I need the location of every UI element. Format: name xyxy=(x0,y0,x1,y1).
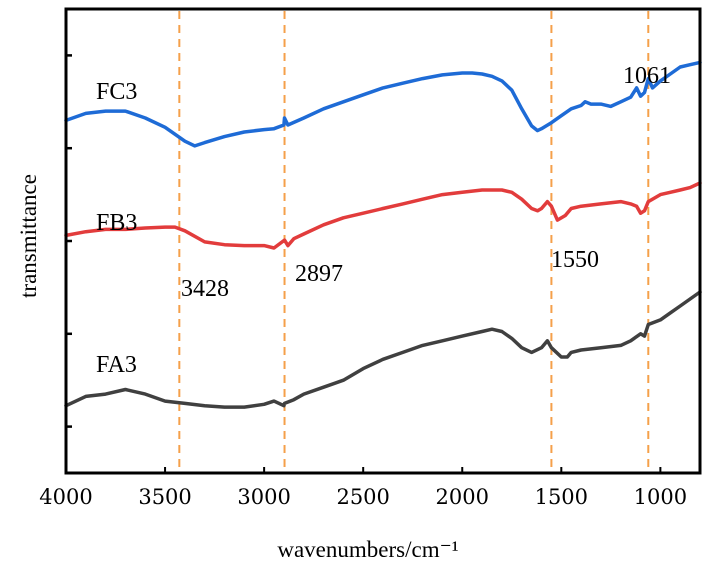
series-layer xyxy=(64,60,702,409)
reference-lines xyxy=(178,11,650,471)
series-line-fa3 xyxy=(64,290,702,409)
y-axis-title: transmittance xyxy=(16,174,41,298)
series-line-fb3 xyxy=(64,181,702,250)
x-tick-label: 2000 xyxy=(436,485,489,509)
y-axis xyxy=(66,54,72,428)
series-label-fb3: FB3 xyxy=(96,210,137,236)
x-tick-label: 1000 xyxy=(634,485,687,509)
x-axis: 4000 3500 3000 2500 2000 1500 1000 xyxy=(39,467,687,509)
x-tick-label: 2500 xyxy=(336,485,389,509)
x-tick-label: 3500 xyxy=(138,485,191,509)
annotation-1550: 1550 xyxy=(551,247,599,273)
series-label-fa3: FA3 xyxy=(96,352,137,378)
annotation-1061: 1061 xyxy=(623,63,671,89)
x-tick-label: 4000 xyxy=(39,485,92,509)
plot-frame xyxy=(64,7,702,475)
x-tick-label: 1500 xyxy=(535,485,588,509)
x-tick-label: 3000 xyxy=(237,485,290,509)
series-line-fc3 xyxy=(64,60,702,148)
x-axis-title: wavenumbers/cm⁻¹ xyxy=(277,537,458,562)
series-label-fc3: FC3 xyxy=(96,79,137,105)
annotation-3428: 3428 xyxy=(181,276,229,302)
annotation-2897: 2897 xyxy=(295,261,343,287)
